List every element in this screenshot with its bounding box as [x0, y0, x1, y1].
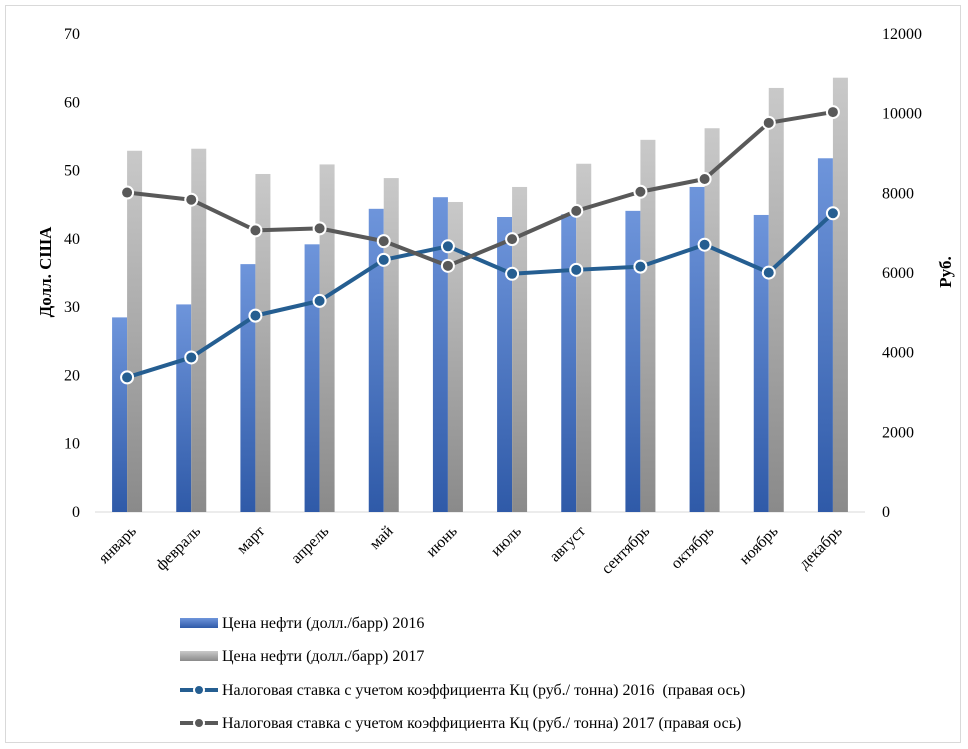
bar-2016-1 [176, 304, 192, 512]
x-tick-label: август [546, 523, 589, 566]
legend-label-bar-2017: Цена нефти (долл./барр) 2017 [222, 648, 424, 665]
y2-axis-title: Руб. [936, 256, 955, 287]
bar-2017-2 [255, 173, 271, 512]
bar-2016-6 [497, 217, 513, 512]
lines [120, 105, 840, 385]
legend-swatch-bar-2017 [180, 651, 218, 661]
bar-2017-9 [704, 128, 720, 512]
point-2017-1 [184, 192, 199, 207]
legend: Цена нефти (долл./барр) 2016 Цена нефти (… [180, 615, 745, 732]
point-2017-5 [440, 258, 455, 273]
point-2016-6 [505, 266, 520, 281]
point-2017-2 [248, 223, 263, 238]
x-tick-label: июнь [423, 523, 461, 561]
y2-tick-label: 0 [882, 504, 890, 521]
bar-2016-9 [689, 186, 705, 512]
point-2017-6 [505, 232, 520, 247]
bar-2016-8 [625, 210, 641, 513]
line-2017 [126, 110, 834, 268]
legend-marker-2017 [193, 717, 205, 729]
point-2017-10 [761, 115, 776, 130]
x-axis: январь февраль март апрель май июнь июль август… [96, 523, 846, 578]
y2-tick-label: 8000 [882, 185, 914, 202]
x-tick-label: октябрь [668, 523, 718, 573]
x-tick-label: май [366, 523, 396, 553]
bar-2016-10 [753, 214, 769, 512]
bar-2017-3 [319, 164, 335, 512]
legend-label-line-2016: Налоговая ставка с учетом коэффициента К… [222, 682, 745, 699]
point-2016-8 [633, 259, 648, 274]
bar-2017-8 [640, 139, 656, 513]
y-tick-label: 40 [64, 231, 80, 248]
bar-2016-7 [561, 214, 577, 512]
right-axis: 0 2000 4000 6000 8000 10000 12000 [882, 26, 922, 521]
bar-2016-4 [368, 208, 384, 512]
point-2017-0 [120, 185, 135, 200]
y2-tick-label: 10000 [882, 106, 922, 123]
bar-2016-3 [304, 244, 320, 512]
y2-tick-label: 12000 [882, 26, 922, 43]
x-tick-label: июль [488, 523, 525, 560]
bar-2016-0 [112, 317, 128, 512]
x-tick-label: февраль [153, 523, 204, 574]
bar-2016-5 [432, 197, 448, 512]
point-2016-7 [569, 262, 584, 277]
bar-2017-11 [832, 77, 848, 513]
bar-2017-4 [383, 178, 399, 512]
bar-2017-10 [768, 87, 784, 513]
y-tick-label: 60 [64, 94, 80, 111]
point-2017-9 [697, 171, 712, 186]
legend-marker-2016 [193, 684, 205, 696]
y-tick-label: 10 [64, 436, 80, 453]
bar-2017-7 [576, 163, 592, 512]
bar-2017-0 [127, 150, 143, 513]
bar-2017-1 [191, 148, 207, 512]
y2-tick-label: 4000 [882, 345, 914, 362]
bars [112, 77, 848, 513]
line-2016 [126, 211, 835, 380]
x-tick-label: сентябрь [598, 523, 653, 578]
chart-frame [5, 5, 961, 743]
point-2016-11 [825, 206, 840, 221]
x-tick-label: март [234, 523, 269, 558]
y2-tick-label: 6000 [882, 265, 914, 282]
point-2016-0 [120, 370, 135, 385]
x-tick-label: апрель [288, 523, 332, 567]
x-tick-label: январь [96, 523, 140, 567]
bar-2016-11 [817, 158, 833, 512]
y-tick-label: 50 [64, 163, 80, 180]
point-2017-11 [825, 105, 840, 120]
point-2016-5 [440, 239, 455, 254]
legend-label-line-2017: Налоговая ставка с учетом коэффициента К… [222, 715, 741, 732]
legend-label-bar-2016: Цена нефти (долл./барр) 2016 [222, 615, 424, 632]
y-tick-label: 30 [64, 299, 80, 316]
point-2016-2 [248, 308, 263, 323]
point-2016-4 [376, 252, 391, 267]
y-tick-label: 70 [64, 26, 80, 43]
legend-swatch-bar-2016 [180, 618, 218, 628]
point-2017-7 [569, 203, 584, 218]
point-2017-4 [376, 234, 391, 249]
y-axis-title: Долл. США [36, 226, 55, 317]
y-tick-label: 20 [64, 367, 80, 384]
x-tick-label: декабрь [796, 523, 846, 573]
point-2017-8 [633, 184, 648, 199]
point-2016-10 [761, 265, 776, 280]
point-2016-9 [697, 237, 712, 252]
x-tick-label: ноябрь [736, 523, 781, 568]
y-tick-label: 0 [72, 504, 80, 521]
bar-2016-2 [240, 264, 256, 512]
point-2016-3 [312, 293, 327, 308]
y2-tick-label: 2000 [882, 424, 914, 441]
point-2017-3 [312, 221, 327, 236]
bar-2017-5 [447, 201, 463, 513]
left-axis: 0 10 20 30 40 50 60 70 [64, 26, 80, 521]
point-2016-1 [184, 350, 199, 365]
